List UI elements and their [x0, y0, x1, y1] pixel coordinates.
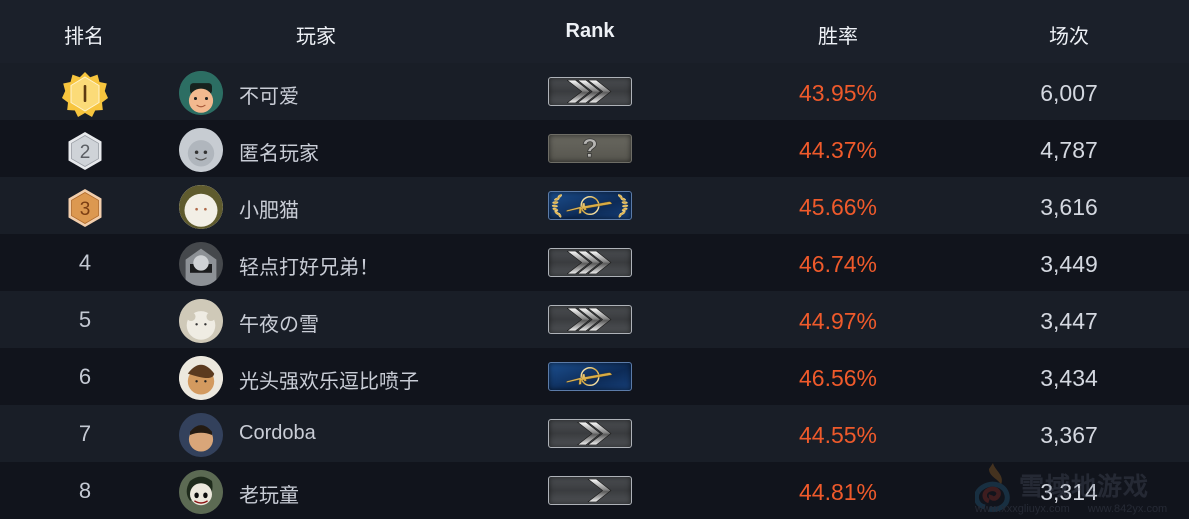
svg-text:3: 3: [80, 199, 91, 220]
svg-text:?: ?: [582, 135, 598, 162]
svg-text:2: 2: [80, 142, 91, 163]
